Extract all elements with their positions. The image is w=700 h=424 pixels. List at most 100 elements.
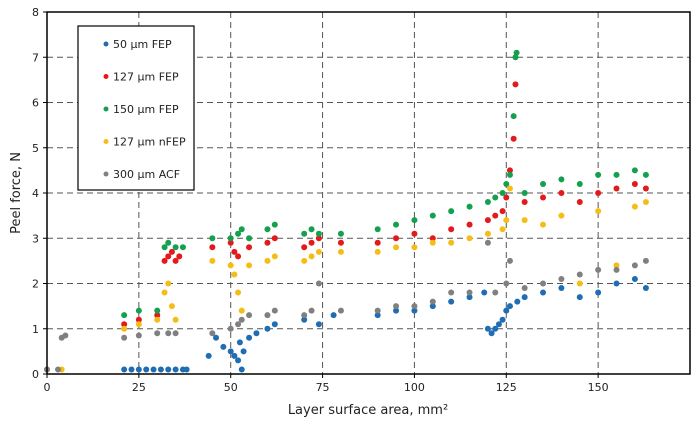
y-tick-label: 0	[32, 368, 39, 381]
data-point	[301, 257, 308, 264]
data-point	[558, 190, 565, 196]
data-point	[521, 285, 528, 292]
data-point	[506, 171, 513, 178]
y-tick-label: 3	[32, 232, 39, 245]
data-point	[154, 330, 161, 337]
data-point	[337, 239, 344, 246]
data-point	[492, 325, 499, 332]
data-point	[168, 248, 175, 255]
data-point	[481, 289, 488, 296]
data-point	[642, 285, 649, 292]
data-point	[429, 212, 436, 219]
data-point	[506, 303, 513, 310]
data-point	[231, 271, 238, 278]
data-point	[246, 262, 253, 269]
data-point	[172, 330, 179, 337]
data-point	[631, 262, 638, 269]
data-point	[135, 332, 142, 339]
data-point	[213, 334, 220, 341]
data-point	[595, 190, 602, 196]
data-point	[271, 235, 278, 242]
data-point	[558, 212, 565, 219]
data-point	[301, 244, 308, 251]
data-point	[271, 307, 278, 314]
x-tick-label: 0	[44, 381, 51, 394]
data-point	[484, 325, 491, 332]
legend-marker	[103, 106, 109, 112]
data-point	[227, 262, 234, 269]
data-point	[227, 235, 234, 242]
data-point	[121, 312, 128, 319]
data-point	[429, 239, 436, 246]
data-point	[308, 239, 315, 246]
data-point	[506, 185, 513, 192]
data-point	[595, 266, 602, 273]
data-point	[121, 321, 128, 328]
data-point	[264, 312, 271, 319]
data-point	[429, 298, 436, 305]
data-point	[503, 180, 510, 187]
data-point	[448, 289, 455, 296]
data-point	[492, 212, 499, 219]
data-point	[374, 248, 381, 255]
data-point	[642, 199, 649, 206]
data-point	[183, 366, 190, 373]
legend-marker	[103, 41, 109, 47]
x-tick-label: 150	[588, 381, 609, 394]
y-tick-label: 5	[32, 142, 39, 155]
data-point	[513, 49, 520, 56]
data-point	[576, 271, 583, 278]
data-point	[238, 307, 245, 314]
data-point	[499, 316, 506, 323]
y-tick-label: 4	[32, 187, 39, 200]
data-point	[484, 230, 491, 237]
data-point	[503, 280, 510, 287]
data-point	[642, 185, 649, 192]
data-point	[154, 312, 161, 319]
data-point	[209, 244, 216, 251]
data-point	[209, 235, 216, 242]
data-point	[161, 257, 168, 264]
data-point	[374, 307, 381, 314]
legend-box	[77, 25, 195, 191]
data-point	[503, 217, 510, 224]
y-axis-label: Peel force, N	[9, 152, 24, 234]
legend-marker	[103, 139, 109, 144]
data-point	[576, 199, 583, 206]
data-point	[165, 253, 172, 260]
data-point	[271, 253, 278, 260]
data-point	[308, 253, 315, 260]
data-point	[631, 275, 638, 282]
data-point	[315, 235, 322, 242]
data-point	[488, 330, 495, 337]
data-point	[558, 176, 565, 183]
data-point	[128, 366, 135, 373]
legend-label: 150 µm FEP	[113, 103, 179, 116]
data-point	[172, 366, 179, 373]
data-point	[135, 307, 142, 314]
data-point	[135, 321, 142, 328]
data-point	[135, 316, 142, 323]
data-point	[264, 257, 271, 264]
data-point	[576, 294, 583, 301]
data-point	[235, 357, 242, 364]
data-point	[236, 339, 243, 346]
data-point	[253, 330, 260, 337]
data-point	[238, 366, 245, 373]
data-point	[613, 185, 620, 192]
data-point	[514, 298, 521, 305]
data-point	[235, 230, 242, 237]
data-point	[315, 280, 322, 287]
data-point	[337, 230, 344, 237]
data-point	[492, 289, 499, 296]
data-point	[374, 312, 381, 319]
data-point	[411, 217, 418, 224]
y-tick-label: 2	[32, 278, 39, 291]
x-tick-label: 125	[496, 381, 517, 394]
data-point	[168, 303, 175, 310]
data-point	[264, 226, 271, 233]
data-point	[150, 366, 157, 373]
data-point	[165, 280, 172, 287]
data-point	[595, 289, 602, 296]
